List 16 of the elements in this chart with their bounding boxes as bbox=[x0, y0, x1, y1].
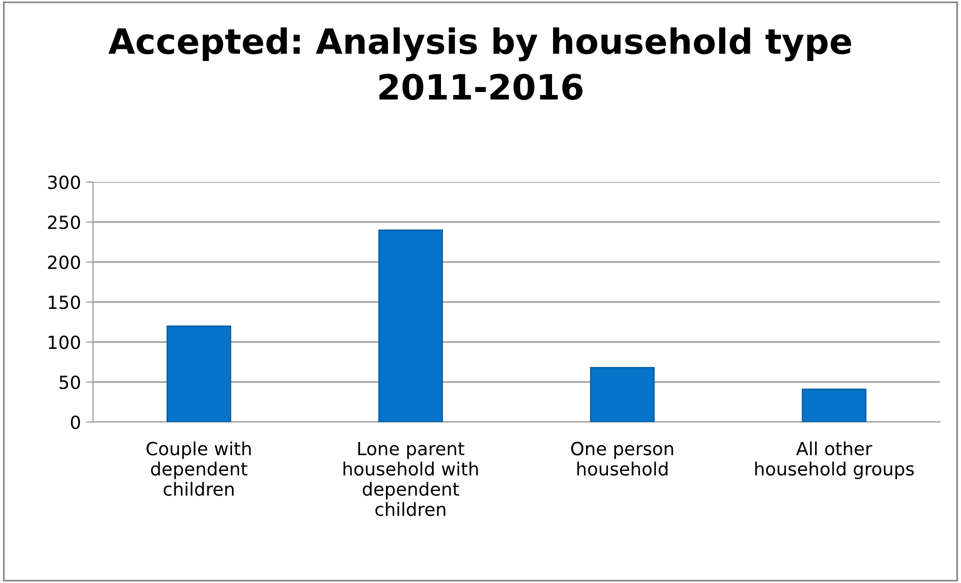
y-tick-label: 300 bbox=[48, 175, 80, 190]
bar bbox=[166, 325, 232, 422]
x-tick-label: Couple with dependent children bbox=[146, 441, 251, 496]
bar bbox=[802, 388, 866, 422]
x-tick-label: One person household bbox=[571, 442, 674, 476]
chart-title: Accepted: Analysis by household type 2011-2016 bbox=[108, 27, 852, 100]
y-tick-label: 200 bbox=[48, 255, 80, 270]
x-tick-label: Lone parent household with dependent children bbox=[344, 442, 478, 516]
y-tick-label: 100 bbox=[48, 335, 80, 350]
x-tick-label: All other household groups bbox=[755, 441, 914, 480]
y-tick-label: 150 bbox=[48, 295, 80, 310]
bar bbox=[590, 367, 655, 422]
y-tick-label: 250 bbox=[48, 215, 80, 230]
y-tick-label: 50 bbox=[60, 375, 80, 390]
bar bbox=[378, 229, 443, 422]
y-tick-label: 0 bbox=[70, 415, 80, 430]
